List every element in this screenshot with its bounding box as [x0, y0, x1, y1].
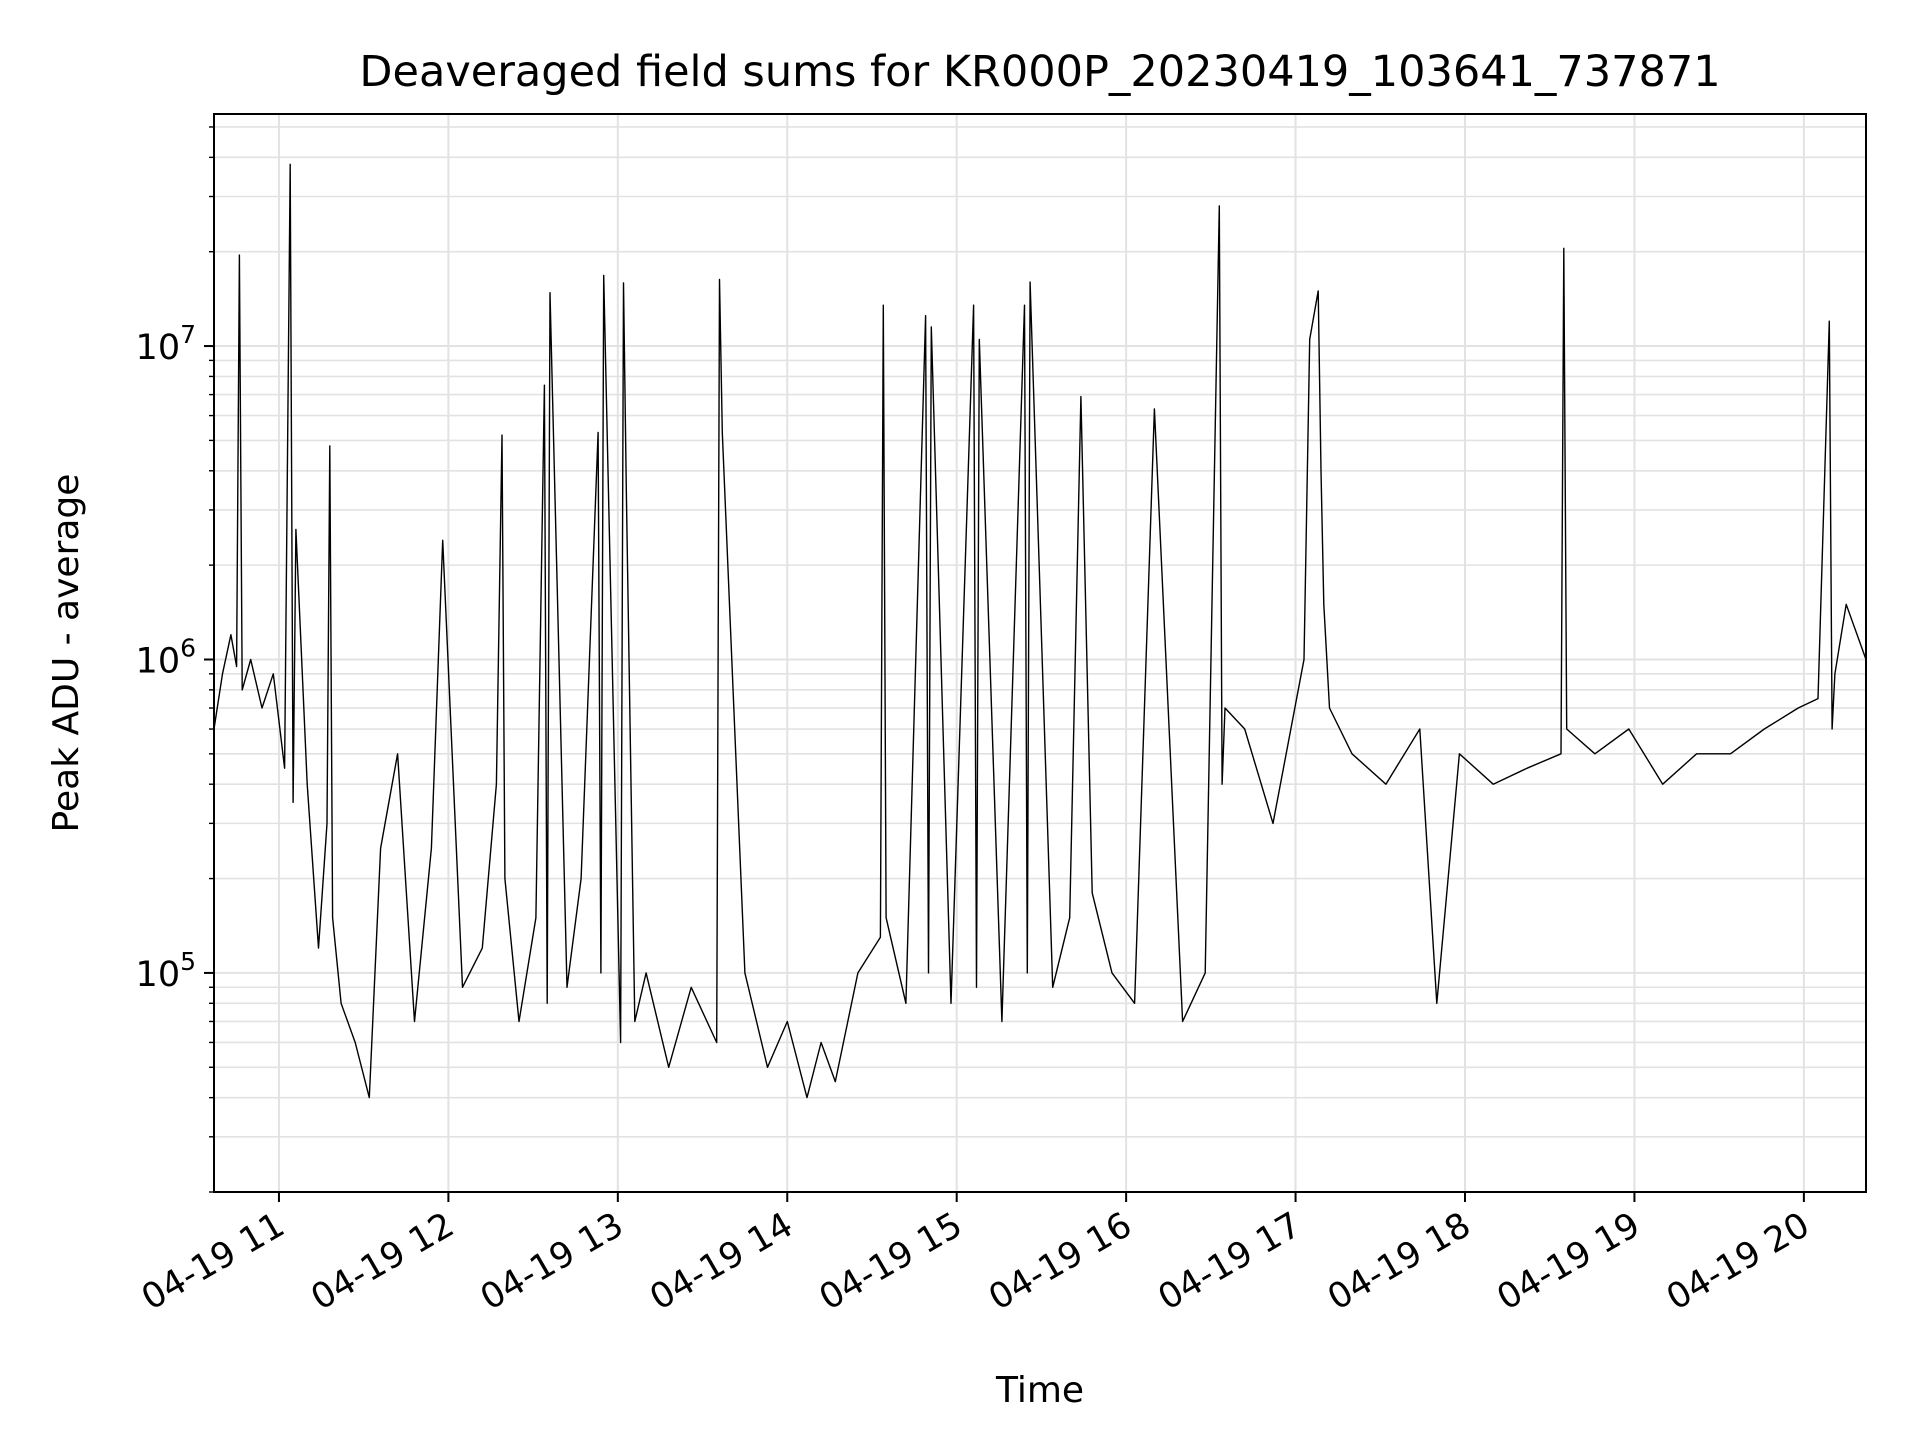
- x-axis-label: Time: [995, 1370, 1084, 1411]
- y-tick-label: 107: [136, 320, 196, 368]
- plot-frame: [213, 113, 1867, 1193]
- x-tick-label: 04-19 15: [813, 1205, 969, 1318]
- series-line-0: [213, 163, 1867, 1099]
- x-tick-label: 04-19 16: [982, 1205, 1138, 1318]
- y-tick-label: 105: [136, 947, 196, 995]
- x-tick-label: 04-19 17: [1152, 1205, 1308, 1318]
- x-tick-label: 04-19 12: [305, 1205, 461, 1318]
- x-tick-label: 04-19 11: [135, 1205, 291, 1318]
- x-tick-label: 04-19 13: [474, 1205, 630, 1318]
- grid-layer: [214, 114, 1866, 1193]
- y-axis-label: Peak ADU - average: [46, 474, 87, 833]
- chart-title: Deaveraged field sums for KR000P_2023041…: [359, 47, 1720, 97]
- x-tick-label: 04-19 18: [1321, 1205, 1477, 1318]
- x-tick-label: 04-19 20: [1660, 1205, 1816, 1318]
- x-tick-label: 04-19 19: [1491, 1205, 1647, 1318]
- y-tick-label: 106: [136, 633, 196, 681]
- x-tick-label: 04-19 14: [643, 1205, 799, 1318]
- series-layer: [213, 163, 1867, 1099]
